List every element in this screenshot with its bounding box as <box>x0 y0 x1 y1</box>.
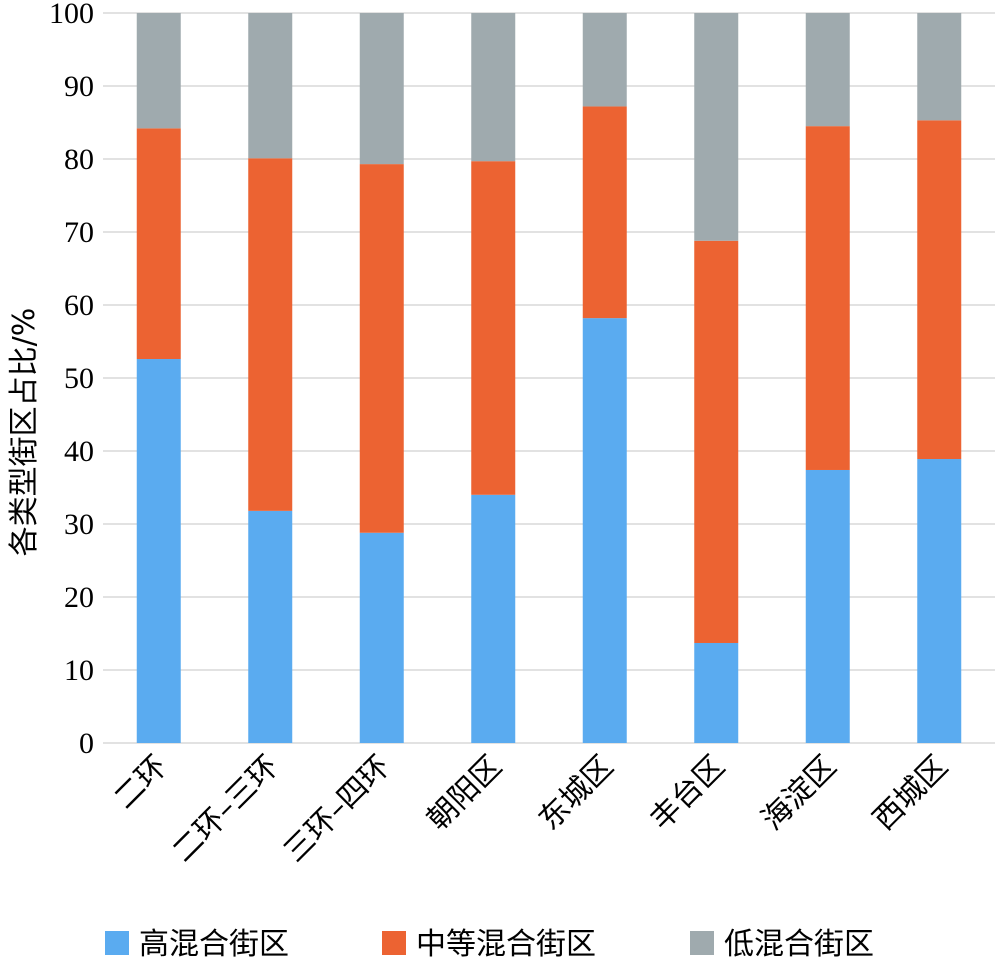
bar-1-series-2 <box>248 13 293 159</box>
bar-3-series-0 <box>471 494 516 743</box>
y-tick-50: 50 <box>64 362 94 395</box>
bar-6-series-0 <box>805 469 850 743</box>
bar-6-series-2 <box>805 13 850 127</box>
y-tick-90: 90 <box>64 70 94 103</box>
y-tick-labels: 0 10 20 30 40 50 60 70 80 90 100 <box>49 0 94 760</box>
y-tick-40: 40 <box>64 435 94 468</box>
bar-7-series-1 <box>917 120 962 460</box>
bar-4-series-1 <box>582 106 627 319</box>
bar-5-series-1 <box>694 240 739 643</box>
bar-6-series-1 <box>805 126 850 470</box>
bar-0-series-1 <box>136 128 181 360</box>
bar-7-series-0 <box>917 459 962 743</box>
y-tick-20: 20 <box>64 581 94 614</box>
y-tick-100: 100 <box>49 0 94 30</box>
x-tick-4: 东城区 <box>532 749 620 837</box>
x-tick-0: 二环 <box>107 749 174 816</box>
x-tick-7: 西城区 <box>867 749 955 837</box>
y-tick-30: 30 <box>64 508 94 541</box>
bar-3-series-2 <box>471 13 516 162</box>
legend-swatch-0 <box>105 931 129 955</box>
legend-label-0: 高混合街区 <box>139 927 289 962</box>
x-tick-6: 海淀区 <box>755 749 843 837</box>
bar-0-series-0 <box>136 359 181 743</box>
x-tick-2: 三环–四环 <box>277 749 397 869</box>
bar-2-series-0 <box>359 532 404 743</box>
bar-1-series-0 <box>248 510 293 743</box>
y-axis-label: 各类型街区占比/% <box>7 308 42 557</box>
bar-4-series-2 <box>582 13 627 107</box>
legend-label-1: 中等混合街区 <box>416 927 596 962</box>
bar-3-series-1 <box>471 161 516 495</box>
legend-label-2: 低混合街区 <box>724 927 874 962</box>
bar-0-series-2 <box>136 13 181 129</box>
bar-2-series-2 <box>359 13 404 165</box>
y-tick-60: 60 <box>64 289 94 322</box>
bar-1-series-1 <box>248 158 293 511</box>
x-tick-5: 丰台区 <box>644 749 732 837</box>
y-tick-0: 0 <box>79 727 94 760</box>
bars <box>136 13 962 743</box>
y-tick-10: 10 <box>64 654 94 687</box>
y-tick-70: 70 <box>64 216 94 249</box>
bar-2-series-1 <box>359 164 404 533</box>
bar-4-series-0 <box>582 318 627 743</box>
legend: 高混合街区 中等混合街区 低混合街区 <box>105 927 874 962</box>
y-tick-80: 80 <box>64 143 94 176</box>
gridlines <box>103 12 995 744</box>
legend-swatch-2 <box>690 931 714 955</box>
x-tick-3: 朝阳区 <box>421 749 509 837</box>
bar-5-series-2 <box>694 13 739 241</box>
legend-swatch-1 <box>382 931 406 955</box>
bar-5-series-0 <box>694 642 739 743</box>
bar-7-series-2 <box>917 13 962 121</box>
x-tick-1: 二环–三环 <box>166 749 286 869</box>
